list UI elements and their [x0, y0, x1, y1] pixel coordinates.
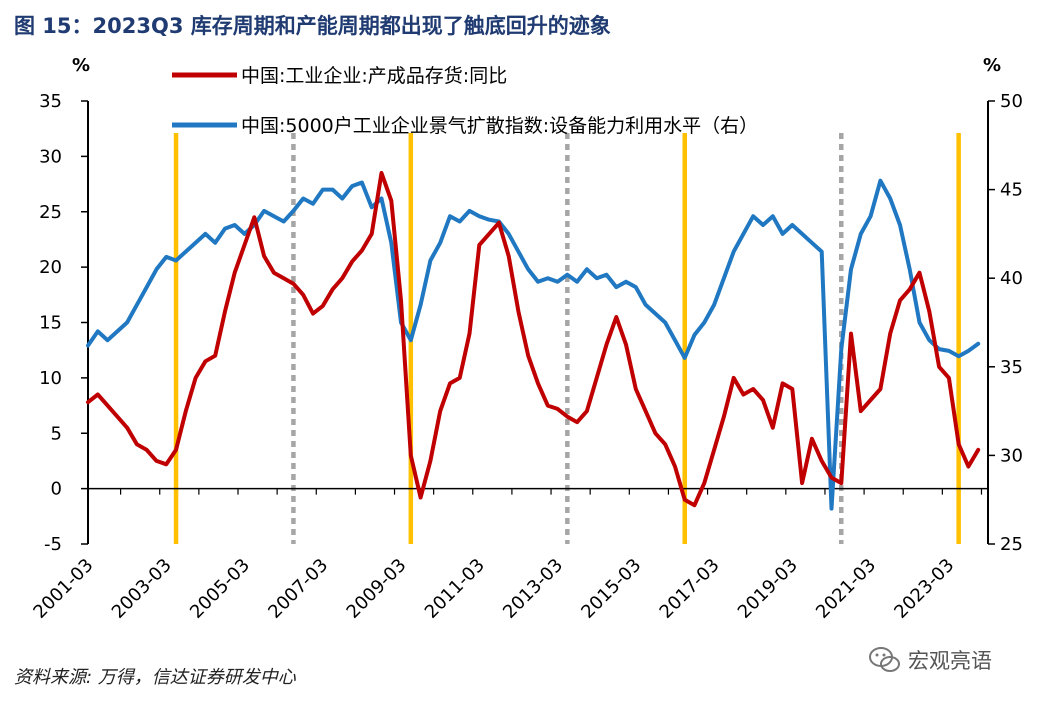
x-tick-label: 2009-03: [343, 555, 411, 623]
right-y-tick-label: 30: [1000, 445, 1023, 466]
left-y-tick-label: 5: [51, 423, 62, 444]
series-line-capacity-utilization: [86, 178, 981, 511]
left-axis-unit: %: [72, 55, 90, 76]
legend: 中国:工业企业:产成品存货:同比 中国:5000户工业企业景气扩散指数:设备能力…: [172, 65, 758, 137]
left-y-tick-label: 35: [39, 91, 62, 112]
left-y-tick-label: 20: [39, 257, 62, 278]
x-tick-label: 2003-03: [108, 555, 176, 623]
figure-title: 图 15：2023Q3 库存周期和产能周期都出现了触底回升的迹象: [14, 14, 611, 38]
series-lines: [86, 171, 981, 511]
left-y-tick-label: 10: [39, 368, 62, 389]
watermark-text: 宏观亮语: [908, 649, 992, 673]
left-y-tick-label: 15: [39, 313, 62, 334]
x-tick-label: 2007-03: [264, 555, 332, 623]
x-tick-label: 2019-03: [734, 555, 802, 623]
left-y-tick-label: 30: [39, 146, 62, 167]
x-tick-label: 2023-03: [890, 555, 958, 623]
left-y-tick-label: 0: [51, 479, 62, 500]
series-line-inventory-yoy: [86, 171, 981, 508]
left-y-tick-label: 25: [39, 202, 62, 223]
x-tick-label: 2001-03: [29, 555, 97, 623]
watermark: 宏观亮语: [868, 645, 992, 675]
right-y-tick-label: 50: [1000, 91, 1023, 112]
legend-label-capacity: 中国:5000户工业企业景气扩散指数:设备能力利用水平（右）: [241, 115, 758, 137]
x-tick-label: 2013-03: [499, 555, 567, 623]
x-tick-label: 2011-03: [421, 555, 489, 623]
x-tick-label: 2005-03: [186, 555, 254, 623]
legend-label-inventory: 中国:工业企业:产成品存货:同比: [241, 65, 507, 87]
wechat-icon: [869, 647, 900, 672]
right-y-tick-label: 35: [1000, 357, 1023, 378]
x-tick-label: 2017-03: [656, 555, 724, 623]
axis-ticks: -5 0 5 10 15 20 25 30 35 25 30 35 40 45 50 2001-03 2003-…: [29, 91, 1022, 623]
right-y-tick-label: 40: [1000, 268, 1023, 289]
left-y-tick-label: -5: [44, 534, 62, 555]
right-y-tick-label: 25: [1000, 534, 1023, 555]
right-axis-unit: %: [983, 55, 1001, 76]
right-y-tick-label: 45: [1000, 180, 1023, 201]
source-note: 资料来源: 万得，信达证券研发中心: [14, 667, 296, 688]
x-tick-label: 2021-03: [812, 555, 880, 623]
x-tick-label: 2015-03: [577, 555, 645, 623]
vertical-markers: [173, 133, 961, 544]
